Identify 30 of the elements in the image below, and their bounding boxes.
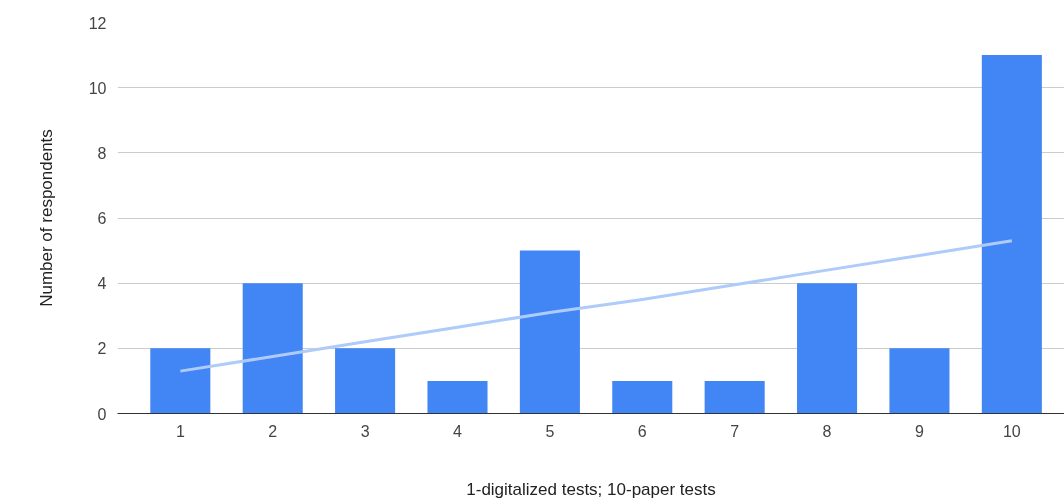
bar [150, 348, 211, 414]
x-tick-label: 7 [730, 422, 740, 440]
y-tick-label: 2 [97, 340, 107, 358]
y-axis-title: Number of respondents [36, 129, 56, 307]
x-tick-label: 3 [360, 422, 370, 440]
bar [889, 348, 950, 414]
bar [242, 283, 303, 414]
bar [612, 380, 673, 414]
x-tick-label: 9 [915, 422, 924, 440]
bar [704, 380, 765, 414]
bar [335, 348, 396, 414]
x-tick-label: 2 [268, 422, 278, 440]
y-tick-label: 8 [97, 144, 107, 162]
x-tick-label: 10 [1002, 422, 1021, 440]
y-tick-label: 10 [88, 79, 107, 97]
y-tick-label: 12 [88, 14, 107, 32]
bar [797, 283, 858, 414]
line-series [178, 239, 1014, 373]
x-tick-label: 5 [545, 422, 555, 440]
y-tick-label: 4 [97, 275, 107, 293]
x-tick-label: 4 [453, 422, 463, 440]
x-axis-title: 1-digitalized tests; 10-paper tests [466, 479, 716, 499]
y-tick-label: 6 [97, 210, 107, 227]
x-tick-label: 1 [175, 422, 185, 440]
bar [981, 55, 1042, 414]
x-tick-label: 6 [637, 422, 647, 440]
bar [427, 380, 488, 414]
y-tick-label: 0 [97, 405, 107, 423]
bar [519, 250, 580, 414]
x-tick-label: 8 [822, 422, 832, 440]
